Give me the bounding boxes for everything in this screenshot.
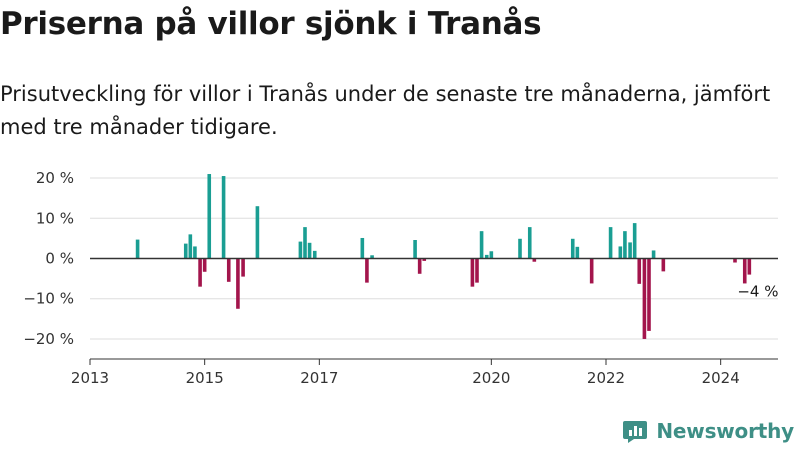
bar [623,231,627,259]
bar [135,239,140,259]
bar [647,258,651,331]
bar [733,258,737,263]
bar [360,237,365,259]
y-tick-label: 10 % [36,209,74,227]
bar [365,258,369,283]
bar [661,258,666,272]
bar [575,246,580,259]
bar [470,258,475,287]
bar [370,255,374,259]
grid-lines [90,177,778,340]
bar [589,258,594,284]
bar [479,231,484,259]
data-label: −4 % [737,283,778,301]
y-tick-label: 0 % [45,250,74,268]
bar [307,242,312,259]
bar [742,258,747,284]
bar [198,258,202,287]
bar [312,250,317,259]
chart-title: Priserna på villor sjönk i Tranås [0,6,542,42]
bar [422,258,427,261]
bar [188,234,193,259]
bar [651,250,656,259]
bars [135,174,752,339]
newsworthy-logo-icon [623,421,648,443]
chart-subtitle: Prisutveckling för villor i Tranås under… [0,82,771,139]
bar [642,258,647,339]
bar [475,258,479,283]
bar [183,243,188,259]
x-tick-label: 2015 [186,369,224,387]
y-tick-label: −20 % [23,330,74,348]
bar [637,258,642,284]
bar [570,238,575,259]
brand-name: Newsworthy [656,419,794,443]
bar [532,258,537,262]
tick-labels: 20 % 10 % 0 % −10 % −20 % 2013 2015 2017 2020 202… [23,170,778,387]
x-tick-label: 2013 [71,369,109,387]
bar [221,176,226,259]
x-tick-label: 2017 [300,369,338,387]
y-tick-label: −10 % [23,290,74,308]
bar [527,227,532,259]
bar [413,240,417,259]
x-tick-label: 2024 [702,369,740,387]
y-tick-label: 20 % [36,170,74,187]
bar [632,223,637,259]
bar [484,254,489,259]
bar [417,258,422,274]
bar-chart: 20 % 10 % 0 % −10 % −20 % 2013 2015 2017 2020 202… [23,170,778,387]
bar [303,227,307,259]
x-tick-label: 2020 [472,369,510,387]
bar [255,206,260,259]
x-tick-label: 2022 [587,369,625,387]
bar [518,238,522,259]
bar [298,241,303,259]
bar [193,246,197,259]
bar [747,258,752,275]
bar [236,258,240,309]
bar [226,258,231,282]
bar [489,251,494,259]
bar [618,246,623,259]
bar [241,258,245,277]
bar [608,227,613,259]
bar [207,174,212,259]
brand: Newsworthy [622,418,794,444]
bar [628,242,632,259]
bar [202,258,207,272]
axes [89,257,778,365]
